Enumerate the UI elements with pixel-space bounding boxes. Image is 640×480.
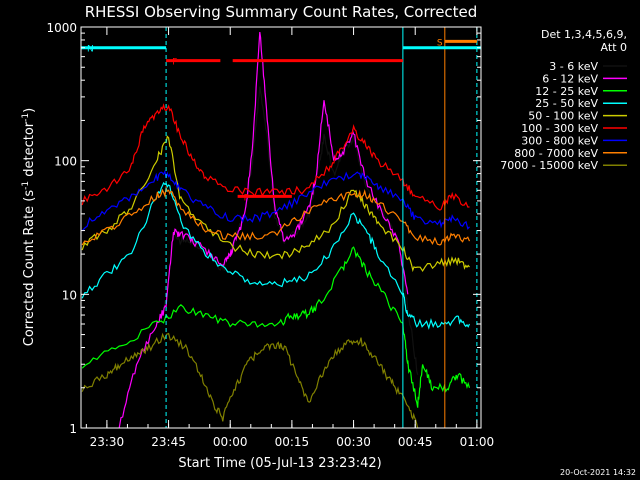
series-line-3 [81, 181, 471, 330]
series-line-6 [81, 169, 470, 232]
legend-label-2: 12 - 25 keV [535, 85, 598, 98]
legend-header-line1: Det 1,3,4,5,6,9, [541, 28, 627, 41]
legend-label-8: 7000 - 15000 keV [500, 159, 598, 172]
flag-label-2: F [244, 193, 249, 203]
x-tick-label-5: 00:45 [398, 435, 433, 449]
series-line-7 [81, 185, 471, 246]
y-axis-label-end: ) [22, 108, 37, 113]
x-tick-label-1: 23:45 [151, 435, 186, 449]
legend-label-5: 100 - 300 keV [521, 122, 598, 135]
y-tick-label-1: 10 [62, 288, 77, 302]
legend-label-4: 50 - 100 keV [528, 110, 598, 123]
x-tick-label-4: 00:30 [336, 435, 371, 449]
footer-date: 20-Oct-2021 14:32 [560, 468, 636, 477]
y-tick-label-3: 1000 [46, 21, 77, 35]
series-line-2 [81, 246, 471, 408]
y-axis-label: Corrected Count Rate (s-1 detector-1) [21, 108, 37, 346]
legend-label-0: 3 - 6 keV [549, 60, 598, 73]
x-tick-label-6: 01:00 [460, 435, 495, 449]
flag-label-0: N [87, 45, 94, 55]
x-tick-label-3: 00:15 [275, 435, 310, 449]
y-axis-label-main: Corrected Count Rate (s [22, 190, 37, 347]
series-line-5 [81, 103, 470, 211]
series-line-8 [81, 332, 419, 429]
series-layer [81, 32, 471, 429]
y-tick-label-2: 100 [54, 155, 77, 169]
flag-label-3: S [437, 38, 443, 48]
legend-label-7: 800 - 7000 keV [514, 147, 598, 160]
plot-frame [80, 26, 482, 429]
legend-label-3: 25 - 50 keV [535, 97, 598, 110]
y-tick-label-0: 1 [69, 422, 77, 436]
y-axis-label-sup1: -1 [21, 181, 31, 190]
legend-label-1: 6 - 12 keV [542, 72, 598, 85]
x-tick-label-2: 00:00 [213, 435, 248, 449]
series-line-1 [118, 32, 409, 429]
flag-label-1: F [172, 58, 177, 68]
y-axis-label-mid: detector [22, 121, 37, 181]
legend-header-line2: Att 0 [601, 41, 627, 54]
y-axis-label-sup2: -1 [21, 113, 31, 122]
x-axis-label: Start Time (05-Jul-13 23:23:42) [178, 456, 381, 471]
chart-title: RHESSI Observing Summary Count Rates, Co… [85, 3, 478, 21]
series-line-4 [81, 135, 470, 273]
x-tick-label-0: 23:30 [90, 435, 125, 449]
axes-layer: 1 10 100 1000 23:30 23:45 00:00 00:15 00:30 00:45… [46, 21, 494, 449]
series-line-0 [160, 86, 419, 375]
legend-label-6: 300 - 800 keV [521, 134, 598, 147]
